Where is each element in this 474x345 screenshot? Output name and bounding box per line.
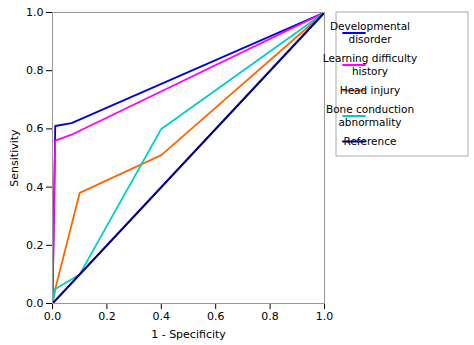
svg-text:0.6: 0.6 [207, 310, 225, 323]
svg-text:1.0: 1.0 [316, 310, 334, 323]
svg-text:0.2: 0.2 [98, 310, 116, 323]
svg-text:Developmentaldisorder: Developmentaldisorder [330, 20, 410, 45]
svg-text:0.6: 0.6 [26, 122, 44, 135]
svg-text:0.0: 0.0 [44, 310, 62, 323]
svg-text:0.8: 0.8 [261, 310, 279, 323]
svg-text:1 - Specificity: 1 - Specificity [151, 328, 226, 341]
svg-text:Learning difficultyhistory: Learning difficultyhistory [323, 52, 417, 77]
svg-text:0.2: 0.2 [26, 239, 44, 252]
svg-text:0.0: 0.0 [26, 297, 44, 310]
svg-text:0.4: 0.4 [26, 181, 44, 194]
svg-text:Reference: Reference [344, 135, 397, 147]
svg-text:0.8: 0.8 [26, 64, 44, 77]
svg-text:Sensitivity: Sensitivity [8, 129, 21, 187]
svg-text:Head injury: Head injury [340, 84, 400, 96]
svg-text:0.4: 0.4 [153, 310, 171, 323]
svg-text:Bone conductionabnormality: Bone conductionabnormality [326, 103, 414, 128]
svg-text:1.0: 1.0 [26, 6, 44, 19]
